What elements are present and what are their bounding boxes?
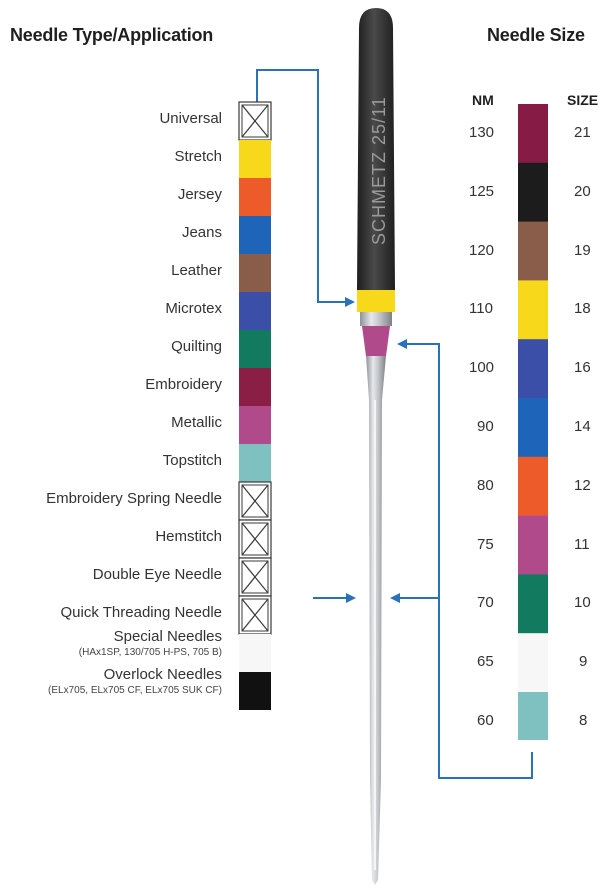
size-value: 10 — [574, 594, 591, 612]
needle-neck — [360, 312, 392, 326]
needle-type-band — [357, 290, 395, 312]
needle-type-label: Topstitch — [162, 452, 222, 469]
needle-type-swatch — [239, 140, 271, 178]
size-value: 16 — [574, 359, 591, 377]
needle-type-swatch — [239, 178, 271, 216]
needle-type-swatch — [238, 481, 272, 521]
nm-value: 65 — [477, 653, 494, 671]
nm-value: 80 — [477, 476, 494, 494]
size-color-block — [518, 456, 548, 517]
needle-type-swatch — [239, 634, 271, 672]
needle-type-label: Metallic — [171, 414, 222, 431]
nm-value: 75 — [477, 535, 494, 553]
size-value: 12 — [574, 476, 591, 494]
needle-type-label: Microtex — [165, 300, 222, 317]
needle-type-label: Hemstitch — [155, 528, 222, 545]
needle-type-label: Jeans — [181, 224, 222, 241]
size-value: 9 — [579, 653, 588, 671]
type-swatches — [238, 101, 272, 710]
universal-to-band-arrow — [256, 69, 355, 307]
size-color-block — [518, 221, 548, 281]
size-color-block — [518, 515, 548, 575]
needle-type-swatch — [239, 292, 271, 330]
size-to-band-arrow — [397, 339, 533, 779]
size-value: 8 — [579, 712, 588, 729]
size-color-block — [518, 280, 548, 340]
needle-type-label: Embroidery Spring Needle — [46, 490, 222, 507]
needle-type-swatch — [239, 330, 271, 368]
needle-type-label: Jersey — [177, 186, 222, 203]
needle-type-swatch — [238, 519, 272, 559]
needle-type-swatch — [239, 368, 271, 406]
size-color-block — [518, 574, 548, 634]
nm-value: 110 — [469, 300, 493, 318]
needle-type-label: Leather — [171, 262, 222, 279]
needle-type-label: Embroidery — [145, 376, 222, 393]
nm-column-header: NM — [472, 92, 494, 108]
needle-type-swatch — [239, 216, 271, 254]
needle-type-swatch — [239, 444, 271, 482]
needle-type-label: Quick Threading Needle — [60, 604, 222, 621]
needle-type-swatch — [238, 557, 272, 597]
needle-type-label: Universal — [159, 110, 222, 127]
needle-type-label: Special Needles — [113, 628, 222, 645]
size-color-block — [518, 339, 548, 399]
needle-imprint: SCHMETZ 25/11 — [369, 96, 389, 245]
size-color-block — [518, 633, 548, 693]
needle-type-swatch — [239, 406, 271, 444]
nm-value: 90 — [477, 418, 494, 435]
needle-type-label: Stretch — [174, 148, 222, 165]
needle-type-label: Double Eye Needle — [92, 566, 222, 583]
size-color-block — [518, 398, 548, 458]
size-color-block — [518, 692, 548, 740]
nm-value: 70 — [477, 594, 494, 612]
size-value: 20 — [574, 182, 591, 200]
nm-value: 120 — [469, 241, 495, 259]
size-value: 19 — [574, 241, 591, 259]
size-column-header: SIZE — [567, 92, 599, 108]
needle-type-swatch — [238, 101, 272, 141]
nm-value: 125 — [469, 182, 495, 200]
size-value: 11 — [574, 535, 590, 553]
needle-size-band — [362, 326, 390, 356]
needle-type-swatch — [239, 254, 271, 292]
size-color-bar — [518, 104, 548, 740]
nm-value: 100 — [469, 359, 495, 377]
nm-value: 60 — [477, 712, 494, 729]
size-color-block — [518, 162, 548, 223]
needle-type-swatch — [239, 672, 271, 710]
needle-type-sublabel: (ELx705, ELx705 CF, ELx705 SUK CF) — [48, 685, 222, 696]
needle-type-sublabel: (HAx1SP, 130/705 H-PS, 705 B) — [78, 647, 222, 658]
needle-type-title: Needle Type/Application — [10, 25, 214, 45]
needle-type-label: Quilting — [171, 338, 222, 355]
needle-type-swatch — [238, 595, 272, 635]
needle-shank — [357, 8, 395, 290]
needle-type-label: Overlock Needles — [103, 666, 222, 683]
size-color-block — [518, 104, 548, 164]
size-value: 21 — [574, 124, 591, 141]
size-value: 18 — [574, 300, 591, 318]
needle-size-title: Needle Size — [487, 25, 585, 45]
size-value: 14 — [574, 418, 591, 435]
nm-value: 130 — [469, 124, 495, 141]
